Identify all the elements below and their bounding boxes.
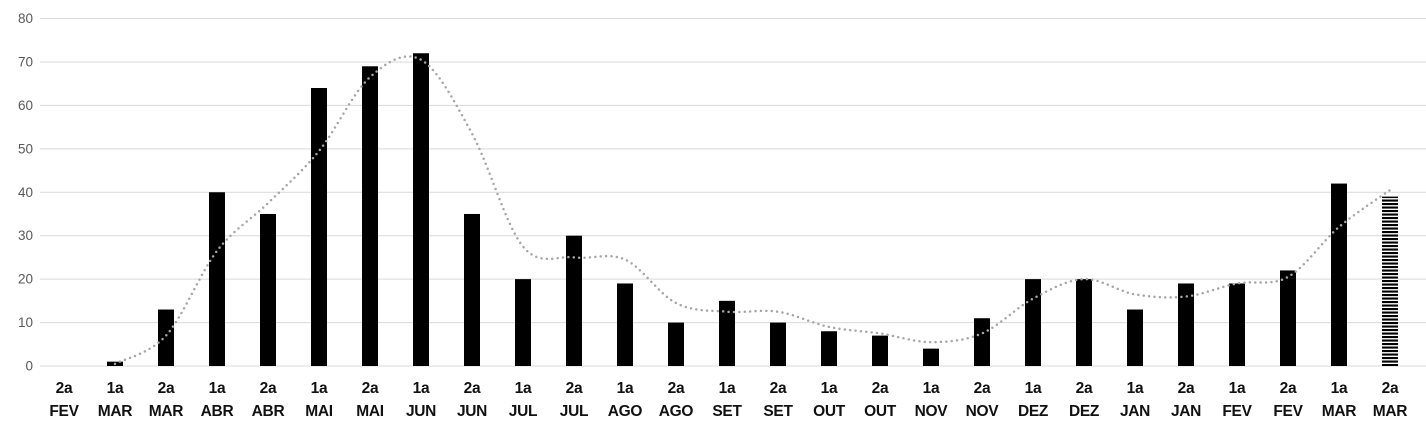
bar [617, 283, 633, 366]
moving-average-dotted-line [113, 55, 1392, 366]
x-tick-label: 2a SET [763, 380, 793, 420]
x-tick-label: 1a ABR [201, 380, 234, 420]
x-tick-label: 2a MAR [1373, 380, 1408, 420]
bar [1178, 283, 1194, 366]
x-tick-label: 1a AGO [608, 380, 643, 420]
x-tick-label: 2a DEZ [1069, 380, 1100, 420]
bar [1331, 183, 1347, 366]
x-tick-label: 2a FEV [1273, 380, 1303, 420]
bar [1127, 309, 1143, 366]
bar [668, 322, 684, 366]
x-tick-label: 1a JUL [509, 380, 537, 420]
bar [464, 213, 480, 366]
bar [311, 88, 327, 366]
bar [1076, 279, 1092, 366]
bar [770, 322, 786, 366]
bar [1280, 270, 1296, 366]
bar [566, 235, 582, 366]
bar [362, 66, 378, 366]
x-tick-label: 2a AGO [659, 380, 694, 420]
y-tick-label: 60 [18, 98, 33, 113]
x-tick-label: 1a SET [712, 380, 742, 420]
y-tick-label: 70 [18, 54, 33, 69]
x-tick-label: 1a NOV [915, 380, 949, 420]
y-tick-label: 0 [25, 359, 33, 374]
bar-hatched [1382, 196, 1398, 366]
x-tick-label: 1a OUT [813, 380, 846, 420]
y-tick-label: 30 [18, 228, 33, 243]
bar [209, 192, 225, 366]
bar [413, 53, 429, 366]
bar [1025, 279, 1041, 366]
bar [872, 335, 888, 366]
x-tick-label: 2a JUL [560, 380, 588, 420]
x-tick-label: 2a JUN [457, 380, 487, 420]
bar [260, 213, 276, 366]
y-tick-label: 10 [18, 315, 33, 330]
x-tick-label: 2a OUT [864, 380, 897, 420]
x-tick-label: 1a JAN [1120, 380, 1150, 420]
bar [1229, 283, 1245, 366]
bar [158, 309, 174, 366]
x-tick-label: 2a JAN [1171, 380, 1201, 420]
y-tick-label: 40 [18, 185, 33, 200]
x-tick-label: 1a MAR [98, 380, 133, 420]
bar [515, 279, 531, 366]
bar [719, 300, 735, 366]
x-tick-label: 1a MAI [305, 380, 333, 420]
bar [974, 318, 990, 366]
y-tick-label: 80 [18, 11, 33, 26]
y-tick-label: 50 [18, 141, 33, 156]
x-tick-label: 2a FEV [49, 380, 79, 420]
bar [821, 331, 837, 366]
x-tick-label: 2a MAR [149, 380, 184, 420]
x-tick-label: 2a ABR [252, 380, 285, 420]
x-tick-label: 1a JUN [406, 380, 436, 420]
x-tick-label: 1a MAR [1322, 380, 1357, 420]
x-tick-label: 1a FEV [1222, 380, 1252, 420]
x-tick-label: 2a MAI [356, 380, 384, 420]
y-tick-label: 20 [18, 272, 33, 287]
x-tick-label: 1a DEZ [1018, 380, 1049, 420]
bar [923, 348, 939, 366]
x-tick-label: 2a NOV [966, 380, 1000, 420]
